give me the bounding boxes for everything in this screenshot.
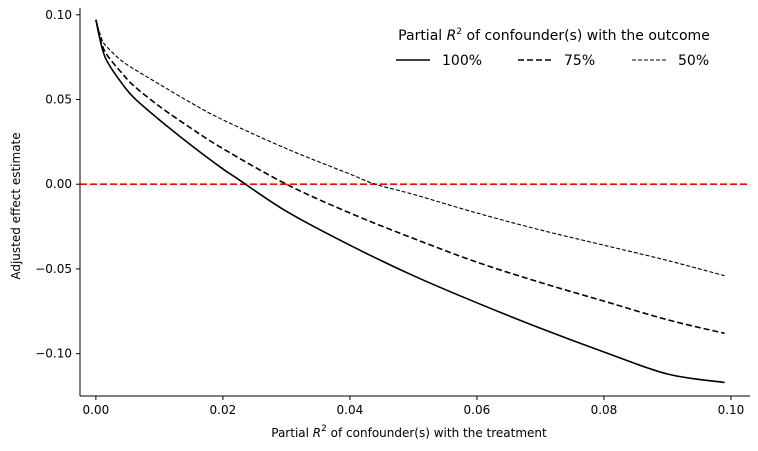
- x-axis-label: Partial R2 of confounder(s) with the tre…: [271, 424, 547, 440]
- y-tick-label: 0.05: [45, 92, 72, 106]
- legend-label-1: 100%: [442, 53, 482, 69]
- series-layer: [95, 19, 725, 384]
- y-tick-label: −0.10: [35, 347, 72, 361]
- y-tick-label: 0.00: [45, 177, 72, 191]
- legend-label-3: 50%: [678, 53, 709, 69]
- x-tick-label: 0.00: [83, 403, 110, 417]
- x-tick-label: 0.04: [337, 403, 364, 417]
- series-line-2: [95, 19, 725, 335]
- x-tick-label: 0.06: [464, 403, 491, 417]
- legend-label-2: 75%: [564, 53, 595, 69]
- axes: 0.00 0.02 0.04 0.06 0.08 0.10 −0.10 −0.05 0.00 0.…: [9, 8, 750, 440]
- y-tick-label: −0.05: [35, 262, 72, 276]
- series-line-3: [95, 19, 725, 277]
- legend: Partial R2 of confounder(s) with the out…: [396, 27, 710, 69]
- x-tick-label: 0.10: [718, 403, 745, 417]
- y-axis-label: Adjusted effect estimate: [9, 132, 23, 279]
- y-tick-label: 0.10: [45, 8, 72, 22]
- x-tick-label: 0.08: [591, 403, 618, 417]
- x-tick-label: 0.02: [210, 403, 237, 417]
- series-line-1: [95, 19, 725, 384]
- legend-title: Partial R2 of confounder(s) with the out…: [398, 27, 710, 44]
